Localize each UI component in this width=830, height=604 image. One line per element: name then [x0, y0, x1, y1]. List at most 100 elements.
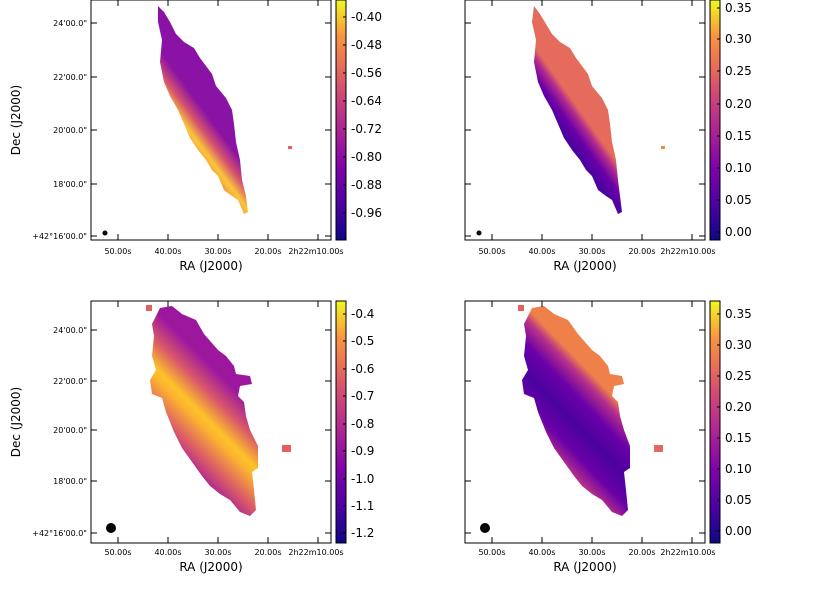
panel-b-xtick: 30.00s [578, 247, 605, 256]
panel-c-colorbar-label: -0.4 [351, 307, 374, 321]
panel-b-colorbar-label: 0.05 [725, 193, 752, 207]
panel-a-ytick: +42°16'00.0" [32, 232, 87, 241]
panel-d-xlabel: RA (J2000) [553, 560, 616, 574]
panel-c-colorbar-label: -0.7 [351, 389, 374, 403]
panel-a-colorbar-label: -0.64 [351, 94, 382, 108]
panel-c-colorbar-ticks [343, 313, 346, 534]
panel-a-ticks [91, 0, 331, 240]
panel-d-xtick: 40.00s [528, 548, 555, 557]
panel-c-colorbar-label: -0.9 [351, 444, 374, 458]
panel-d-xtick: 2h22m10.00s [660, 548, 715, 557]
panel-b-isolated-pixel [661, 146, 665, 149]
panel-d: 50.00s 40.00s 30.00s 20.00s 2h22m10.00s … [464, 300, 752, 574]
panel-b-colorbar-label: 0.25 [725, 64, 752, 78]
panel-a-ytick: 20'00.0" [53, 126, 87, 135]
panel-b-colorbar-ticks [717, 7, 720, 233]
panel-d-colorbar [709, 300, 721, 544]
panel-b-beam [476, 230, 482, 236]
panel-b-colorbar-label: 0.10 [725, 161, 752, 175]
panel-b-emission-map [532, 6, 622, 214]
panel-a-colorbar-label: -0.56 [351, 66, 382, 80]
panel-c-xtick: 30.00s [204, 548, 231, 557]
panel-a-colorbar [335, 0, 347, 241]
panel-c-isolated-pixel [146, 305, 152, 311]
panel-a-ytick: 22'00.0" [53, 73, 87, 82]
panel-d-xtick: 30.00s [578, 548, 605, 557]
panel-c-colorbar-label: -1.2 [351, 526, 374, 540]
panel-c-emission-map [150, 306, 258, 516]
panel-b-xtick: 2h22m10.00s [660, 247, 715, 256]
panel-b-colorbar-label: 0.30 [725, 32, 752, 46]
panel-d-beam [480, 523, 490, 533]
panel-a-colorbar-label: -0.88 [351, 178, 382, 192]
panel-a-ylabel: Dec (J2000) [9, 85, 23, 155]
panel-b-colorbar-label: 0.35 [725, 1, 752, 15]
panel-c-isolated-pixel [282, 445, 291, 452]
panel-d-colorbar-label: 0.35 [725, 307, 752, 321]
panel-c-xtick: 40.00s [154, 548, 181, 557]
panel-a-xlabel: RA (J2000) [179, 259, 242, 273]
panel-c-beam [106, 523, 116, 533]
panel-c-colorbar-label: -1.0 [351, 472, 374, 486]
panel-c-colorbar-label: -0.5 [351, 334, 374, 348]
panel-a-colorbar-label: -0.40 [351, 10, 382, 24]
panel-a-ytick: 18'00.0" [53, 180, 87, 189]
panel-b-colorbar-label: 0.15 [725, 129, 752, 143]
panel-c-xlabel: RA (J2000) [179, 560, 242, 574]
panel-b-xlabel: RA (J2000) [553, 259, 616, 273]
panel-c-ytick: 20'00.0" [53, 426, 87, 435]
panel-a-isolated-pixel [288, 146, 292, 149]
panel-a-colorbar-label: -0.72 [351, 122, 382, 136]
panel-d-colorbar-label: 0.05 [725, 493, 752, 507]
panel-d-isolated-pixel [518, 305, 524, 311]
panel-c-colorbar-label: -0.6 [351, 362, 374, 376]
panel-d-colorbar-label: 0.30 [725, 338, 752, 352]
panel-d-isolated-pixel [654, 445, 663, 452]
panel-d-xtick: 20.00s [628, 548, 655, 557]
panel-c-xtick: 50.00s [104, 548, 131, 557]
panel-d-emission-map [522, 306, 630, 516]
panel-a-xtick: 2h22m10.00s [288, 247, 343, 256]
panel-c-ticks [91, 301, 331, 543]
panel-c-ylabel: Dec (J2000) [9, 387, 23, 457]
panel-a-ytick: 24'00.0" [53, 19, 87, 28]
panel-d-colorbar-label: 0.20 [725, 400, 752, 414]
panel-c: 50.00s 40.00s 30.00s 20.00s 2h22m10.00s … [9, 300, 374, 574]
panel-d-ticks [465, 301, 705, 543]
panel-d-colorbar-label: 0.00 [725, 524, 752, 538]
panel-a-xtick: 30.00s [204, 247, 231, 256]
panel-c-ytick: 18'00.0" [53, 477, 87, 486]
panel-b-xtick: 40.00s [528, 247, 555, 256]
panel-a-xtick: 20.00s [254, 247, 281, 256]
panel-a: 50.00s 40.00s 30.00s 20.00s 2h22m10.00s … [9, 0, 382, 273]
panel-d-colorbar-label: 0.25 [725, 369, 752, 383]
panel-c-colorbar-label: -1.1 [351, 499, 374, 513]
panel-a-colorbar-ticks [343, 16, 346, 214]
panel-b-xtick: 50.00s [478, 247, 505, 256]
panel-c-xtick: 20.00s [254, 548, 281, 557]
panel-d-colorbar-ticks [717, 313, 720, 532]
panel-a-xtick: 40.00s [154, 247, 181, 256]
panel-a-colorbar-label: -0.80 [351, 150, 382, 164]
panel-b-colorbar [709, 0, 721, 241]
panel-a-colorbar-label: -0.48 [351, 38, 382, 52]
panel-c-colorbar [335, 300, 347, 544]
panel-c-ytick: 22'00.0" [53, 377, 87, 386]
panel-b-colorbar-label: 0.00 [725, 225, 752, 239]
panel-b-xtick: 20.00s [628, 247, 655, 256]
panel-a-emission-map [158, 6, 248, 214]
panel-d-colorbar-label: 0.15 [725, 431, 752, 445]
panel-c-xtick: 2h22m10.00s [288, 548, 343, 557]
panel-b: 50.00s 40.00s 30.00s 20.00s 2h22m10.00s … [464, 0, 752, 273]
panel-c-ytick: +42°16'00.0" [32, 529, 87, 538]
panel-d-xtick: 50.00s [478, 548, 505, 557]
panel-a-colorbar-label: -0.96 [351, 206, 382, 220]
panel-a-beam [102, 230, 108, 236]
panel-b-ticks [465, 0, 705, 240]
panel-c-colorbar-label: -0.8 [351, 417, 374, 431]
panel-c-ytick: 24'00.0" [53, 326, 87, 335]
panel-d-colorbar-label: 0.10 [725, 462, 752, 476]
panel-b-colorbar-label: 0.20 [725, 97, 752, 111]
panel-a-xtick: 50.00s [104, 247, 131, 256]
